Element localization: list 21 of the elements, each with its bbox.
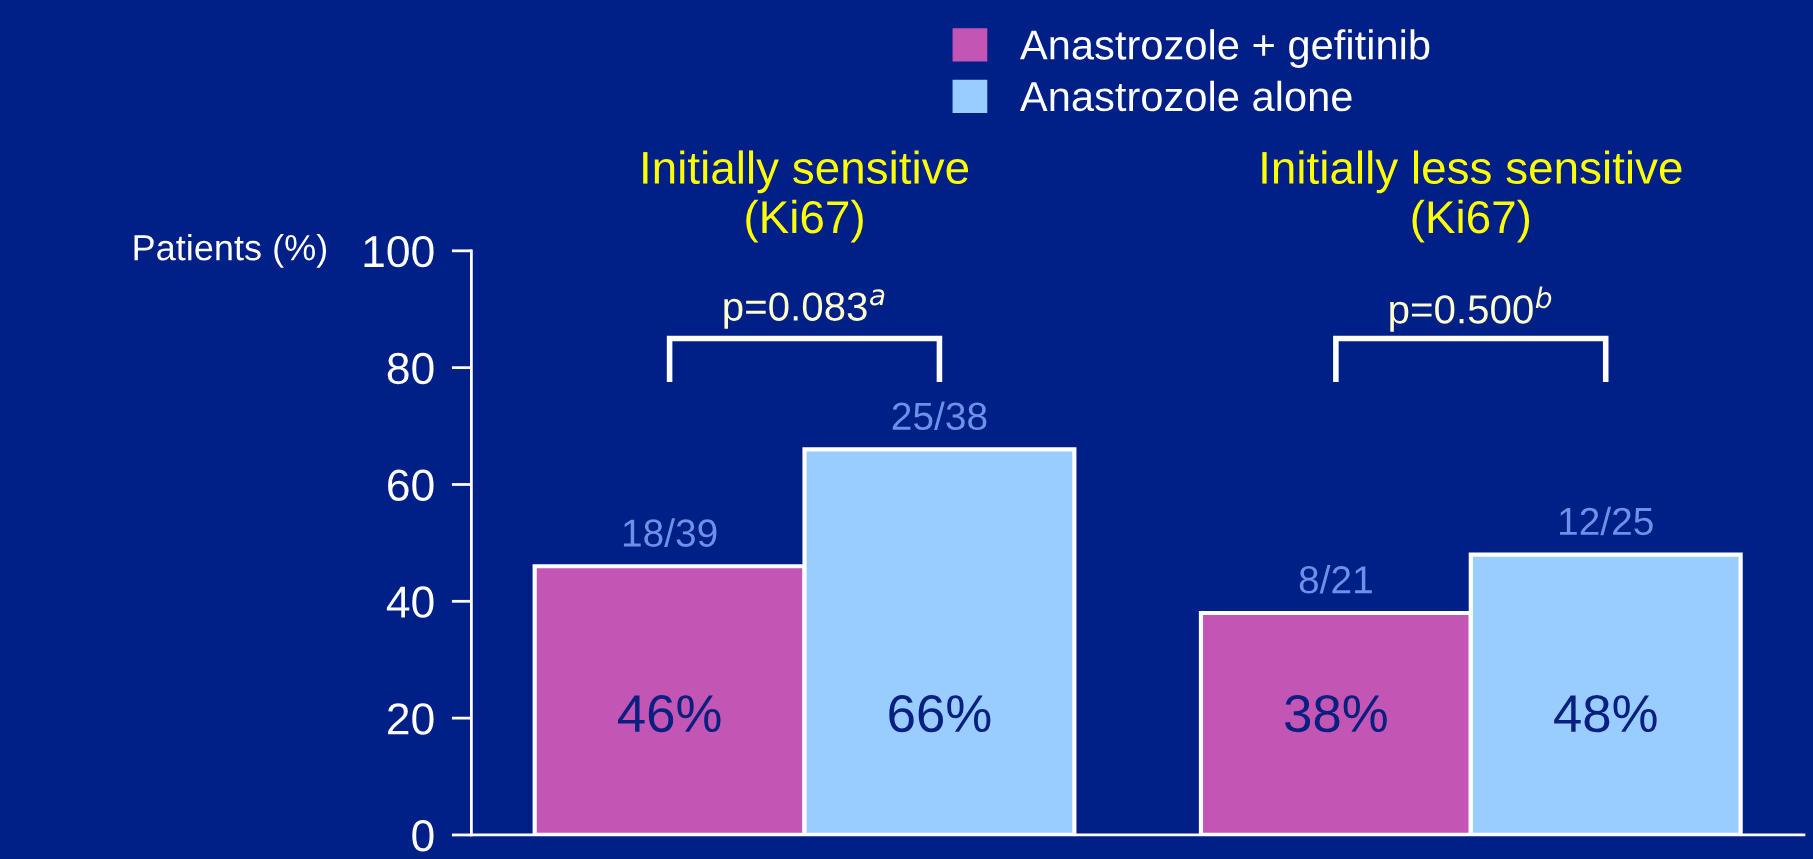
- y-tick-label: 20: [388, 703, 434, 735]
- annotation: 25/38: [892, 401, 987, 431]
- legend-label: Anastrozole + gefitinib: [1020, 29, 1430, 68]
- annotation: p=0.500$^{b}$: [1390, 286, 1552, 332]
- data-label: 48%: [1554, 694, 1657, 733]
- x-tick-label: Initially less sensitive (Ki67): [1262, 150, 1682, 243]
- annotation: 18/39: [623, 518, 717, 547]
- annotation: p=0.083$^{a}$: [724, 289, 885, 329]
- y-tick-label: 0: [412, 820, 434, 852]
- data-label: 46%: [617, 694, 721, 733]
- x-tick-label: Initially sensitive (Ki67): [643, 150, 969, 243]
- y-tick-label: 100: [364, 235, 434, 268]
- data-label: 66%: [889, 694, 991, 733]
- y-tick-label: 60: [388, 469, 434, 502]
- annotation: 8/21: [1299, 565, 1372, 594]
- annotation: 12/25: [1560, 506, 1653, 536]
- y-tick-label: 80: [387, 352, 434, 385]
- data-label: 38%: [1285, 694, 1387, 733]
- legend-label: Anastrozole alone: [1020, 80, 1352, 112]
- y-axis-title: Patients (%): [134, 234, 327, 268]
- y-tick-label: 40: [386, 586, 434, 618]
